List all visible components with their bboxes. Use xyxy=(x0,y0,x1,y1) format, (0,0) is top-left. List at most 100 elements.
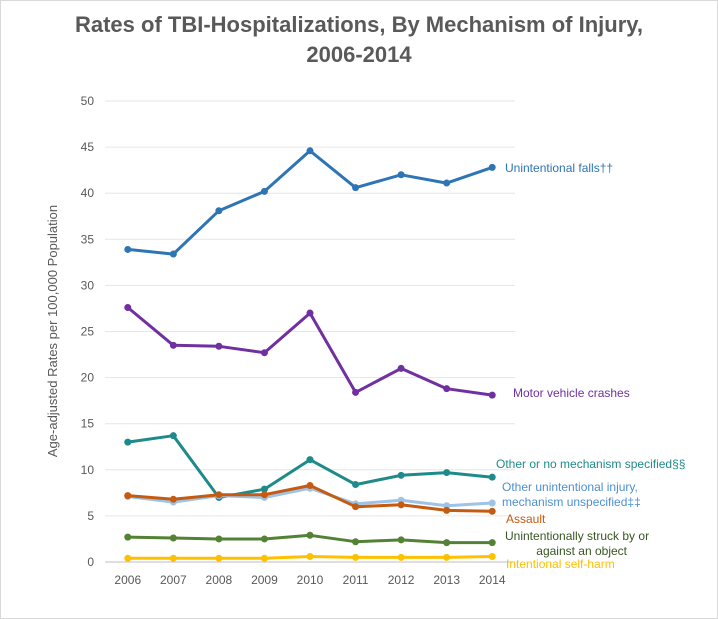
data-point xyxy=(169,432,177,440)
data-point xyxy=(169,495,177,503)
data-point xyxy=(352,184,360,192)
series-label: mechanism unspecified‡‡ xyxy=(502,495,641,509)
y-tick-label: 30 xyxy=(81,278,95,292)
series-label: Intentional self-harm xyxy=(506,557,615,571)
series-5 xyxy=(124,531,496,547)
data-point xyxy=(352,481,360,489)
data-point xyxy=(488,552,496,560)
series-label: Unintentionally struck by or xyxy=(505,529,649,543)
data-point xyxy=(124,492,132,500)
series-6 xyxy=(124,552,496,562)
x-tick-label: 2011 xyxy=(343,573,369,587)
data-point xyxy=(488,473,496,481)
data-point xyxy=(215,342,223,350)
y-tick-label: 15 xyxy=(81,417,95,431)
data-point xyxy=(215,491,223,499)
data-point xyxy=(260,485,268,493)
data-point xyxy=(260,349,268,357)
x-tick-label: 2006 xyxy=(114,573,141,587)
x-tick-label: 2010 xyxy=(297,573,324,587)
data-point xyxy=(397,471,405,479)
data-point xyxy=(306,531,314,539)
data-point xyxy=(124,554,132,562)
data-point xyxy=(397,171,405,179)
x-tick-label: 2014 xyxy=(479,573,506,587)
data-point xyxy=(352,388,360,396)
data-point xyxy=(443,179,451,187)
y-tick-label: 25 xyxy=(81,325,95,339)
data-point xyxy=(488,391,496,399)
data-point xyxy=(443,506,451,514)
x-axis-ticks: 2006 2007 2008 2009 2010 2011 2012 2013 2014 xyxy=(114,573,505,587)
series-label: Motor vehicle crashes xyxy=(513,386,630,400)
data-point xyxy=(124,438,132,446)
y-tick-label: 20 xyxy=(81,371,95,385)
data-point xyxy=(169,554,177,562)
data-point xyxy=(443,469,451,477)
chart-title-line-2: 2006-2014 xyxy=(306,42,412,67)
series-labels: Unintentional falls†† Motor vehicle crash… xyxy=(496,161,685,571)
data-point xyxy=(124,245,132,253)
data-point xyxy=(488,507,496,515)
data-point xyxy=(397,553,405,561)
x-tick-label: 2013 xyxy=(433,573,460,587)
data-point xyxy=(352,503,360,511)
data-point xyxy=(169,534,177,542)
series-label: Other or no mechanism specified§§ xyxy=(496,457,685,471)
y-tick-label: 0 xyxy=(87,555,94,569)
x-tick-label: 2008 xyxy=(206,573,233,587)
y-tick-label: 10 xyxy=(81,463,95,477)
data-point xyxy=(215,554,223,562)
data-point xyxy=(488,163,496,171)
data-point xyxy=(306,456,314,464)
y-tick-label: 35 xyxy=(81,232,95,246)
data-point xyxy=(215,535,223,543)
y-tick-label: 50 xyxy=(81,94,95,108)
data-point xyxy=(352,553,360,561)
series-1 xyxy=(124,304,496,399)
series-lines xyxy=(124,147,496,562)
data-point xyxy=(124,533,132,541)
data-point xyxy=(260,187,268,195)
gridlines xyxy=(105,100,515,563)
data-point xyxy=(260,554,268,562)
data-point xyxy=(443,539,451,547)
data-point xyxy=(306,481,314,489)
data-point xyxy=(169,341,177,349)
y-tick-label: 40 xyxy=(81,186,95,200)
data-point xyxy=(124,304,132,312)
series-label: Other unintentional injury, xyxy=(502,480,638,494)
series-label: Unintentional falls†† xyxy=(505,161,613,175)
y-tick-label: 5 xyxy=(87,509,94,523)
series-line xyxy=(126,306,494,397)
data-point xyxy=(306,309,314,317)
data-point xyxy=(443,553,451,561)
data-point xyxy=(443,385,451,393)
series-label: Assault xyxy=(506,512,546,526)
data-point xyxy=(352,538,360,546)
data-point xyxy=(397,501,405,509)
data-point xyxy=(260,535,268,543)
data-point xyxy=(306,552,314,560)
chart-title: Rates of TBI-Hospitalizations, By Mechan… xyxy=(0,10,718,70)
series-0 xyxy=(124,147,496,258)
data-point xyxy=(397,364,405,372)
data-point xyxy=(260,491,268,499)
y-axis-label: Age-adjusted Rates per 100,000 Populatio… xyxy=(45,205,60,457)
series-4 xyxy=(124,481,496,515)
data-point xyxy=(397,536,405,544)
data-point xyxy=(488,499,496,507)
data-point xyxy=(169,250,177,258)
chart-title-line-1: Rates of TBI-Hospitalizations, By Mechan… xyxy=(74,12,643,37)
series-line xyxy=(126,149,494,256)
data-point xyxy=(215,207,223,215)
y-axis-ticks: 0 5 10 15 20 25 30 35 40 45 50 xyxy=(81,94,95,569)
y-tick-label: 45 xyxy=(81,140,95,154)
series-label: against an object xyxy=(536,544,627,558)
data-point xyxy=(306,147,314,155)
data-point xyxy=(488,539,496,547)
x-tick-label: 2012 xyxy=(388,573,415,587)
x-tick-label: 2009 xyxy=(251,573,278,587)
x-tick-label: 2007 xyxy=(160,573,187,587)
